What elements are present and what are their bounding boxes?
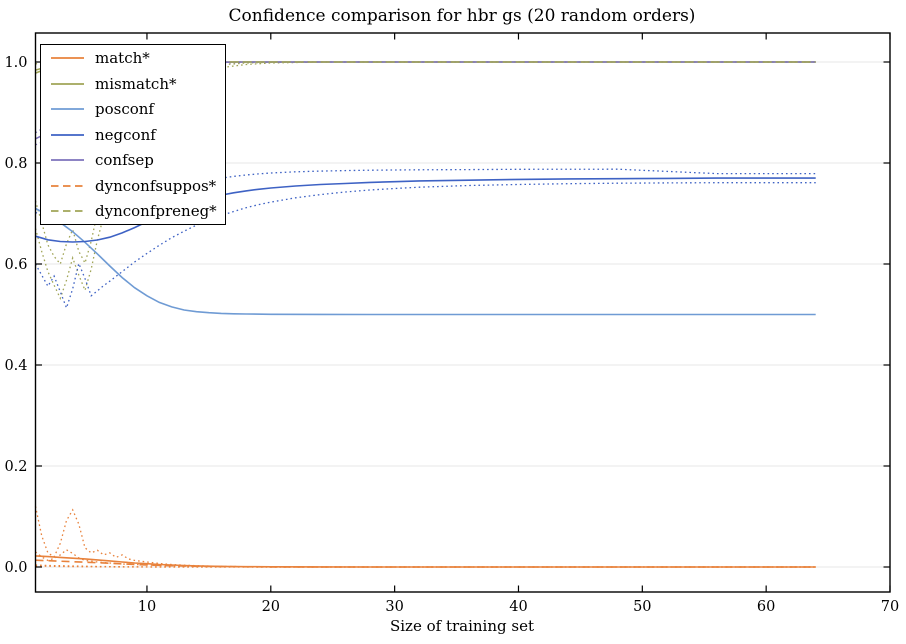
series-posconf-line bbox=[35, 207, 816, 316]
chart-title: Confidence comparison for hbr gs (20 ran… bbox=[228, 6, 696, 26]
series-match-line bbox=[35, 555, 816, 568]
legend-item-negconf: negconf bbox=[41, 122, 225, 147]
x-tick-label: 10 bbox=[138, 599, 156, 615]
legend-swatch-solid-line bbox=[51, 82, 84, 85]
legend-item-dynconfpreneg: dynconfpreneg* bbox=[41, 199, 225, 224]
legend-label: negconf bbox=[95, 125, 156, 144]
axes-frame bbox=[34, 32, 891, 593]
legend-item-confsep: confsep bbox=[41, 148, 225, 173]
series-match-band-upper-line bbox=[34, 506, 816, 568]
x-tick-label: 40 bbox=[509, 599, 527, 615]
y-tick-label: 0.8 bbox=[4, 156, 27, 172]
y-tick-label: 1.0 bbox=[4, 55, 27, 71]
x-tick-label: 70 bbox=[881, 599, 899, 615]
legend-label: dynconfsuppos* bbox=[95, 176, 217, 195]
series-negconf-line bbox=[35, 177, 816, 243]
series-dynconfsuppos-band-upper-line bbox=[35, 549, 816, 568]
legend-box: match* mismatch* posconf negconf confsep dync… bbox=[40, 44, 226, 225]
legend-item-posconf: posconf bbox=[41, 97, 225, 122]
y-tick-label: 0.6 bbox=[4, 257, 27, 273]
y-tick-label: 0.2 bbox=[4, 459, 27, 475]
legend-swatch-solid-line bbox=[51, 133, 84, 136]
legend-label: posconf bbox=[95, 100, 154, 118]
x-tick-label: 60 bbox=[757, 599, 775, 615]
y-tick-label: 0.0 bbox=[4, 560, 27, 576]
legend-label: confsep bbox=[95, 151, 154, 169]
legend-swatch-dashed-line bbox=[51, 184, 84, 187]
series-dynconfsuppos-line bbox=[35, 559, 816, 568]
y-tick-label: 0.4 bbox=[4, 358, 27, 374]
x-tick-label: 20 bbox=[262, 599, 280, 615]
legend-item-dynconfsuppos: dynconfsuppos* bbox=[41, 173, 225, 198]
legend-swatch-dashed-line bbox=[51, 210, 84, 212]
legend-swatch-solid-line bbox=[51, 57, 84, 59]
legend-swatch-solid-line bbox=[51, 108, 84, 110]
x-tick-label: 50 bbox=[633, 599, 651, 615]
legend-swatch-solid-line bbox=[51, 159, 84, 161]
x-axis-label: Size of training set bbox=[389, 617, 534, 635]
series-dynconfsuppos-band-lower-line bbox=[35, 565, 816, 568]
x-tick-label: 30 bbox=[385, 599, 403, 615]
legend-item-match: match* bbox=[41, 46, 225, 71]
legend-label: dynconfpreneg* bbox=[95, 202, 217, 220]
legend-label: mismatch* bbox=[95, 74, 177, 93]
legend-label: match* bbox=[95, 49, 150, 67]
series-dynconfpreneg-band-lower-line bbox=[34, 61, 816, 301]
legend-item-mismatch: mismatch* bbox=[41, 71, 225, 96]
